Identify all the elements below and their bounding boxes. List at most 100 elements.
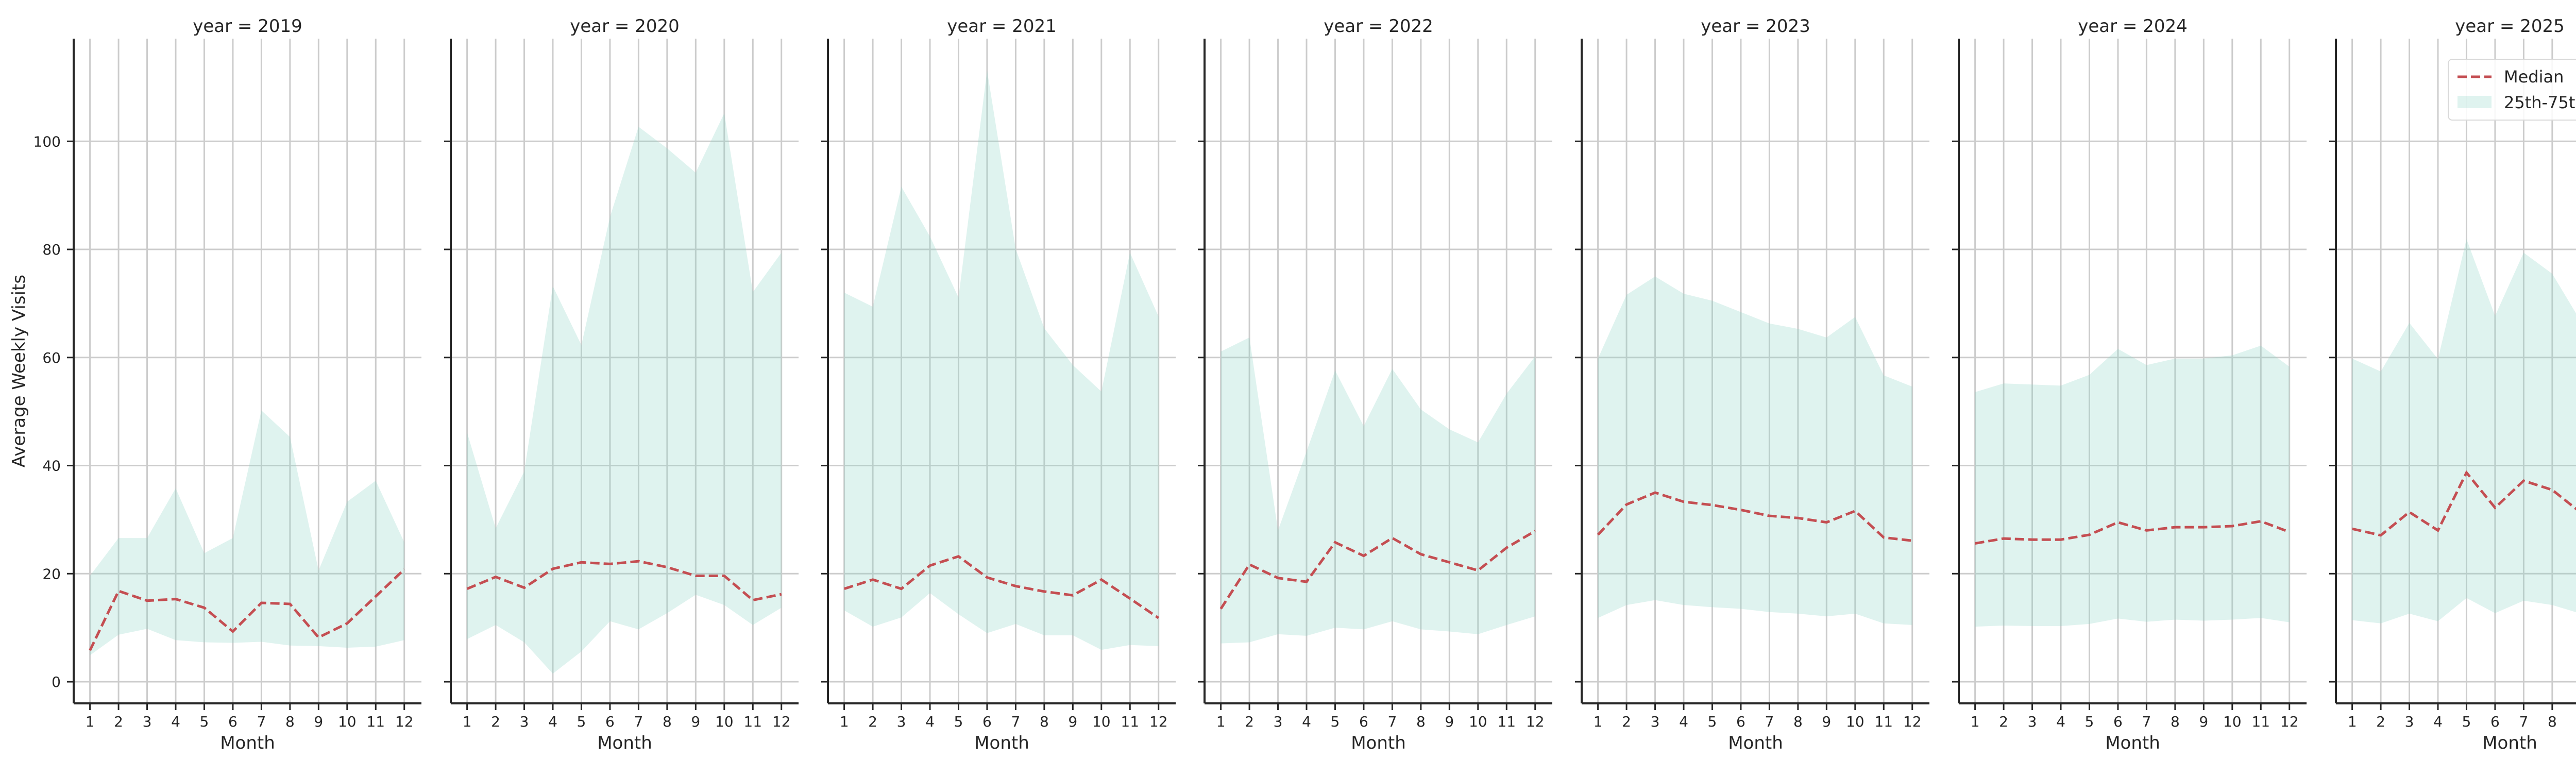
x-tick-label: 9 — [691, 713, 700, 730]
x-tick-label: 9 — [314, 713, 323, 730]
x-tick-label: 7 — [1011, 713, 1020, 730]
x-tick-label: 11 — [366, 713, 385, 730]
x-tick-label: 10 — [338, 713, 357, 730]
x-tick-label: 5 — [954, 713, 963, 730]
x-tick-label: 6 — [2490, 713, 2500, 730]
facet-title: year = 2022 — [1324, 16, 1433, 37]
x-axis-label: Month — [1728, 733, 1783, 753]
percentile-band — [90, 411, 404, 655]
x-tick-label: 8 — [1793, 713, 1803, 730]
x-tick-label: 8 — [1416, 713, 1426, 730]
percentile-band — [844, 71, 1159, 650]
x-tick-label: 6 — [982, 713, 992, 730]
x-tick-label: 7 — [2142, 713, 2151, 730]
y-tick-label: 20 — [42, 565, 61, 582]
x-tick-label: 5 — [1331, 713, 1340, 730]
y-tick-label: 0 — [52, 673, 61, 690]
legend-band-swatch — [2458, 96, 2492, 108]
x-tick-label: 6 — [2113, 713, 2123, 730]
x-tick-label: 3 — [520, 713, 529, 730]
x-tick-label: 4 — [1679, 713, 1688, 730]
x-tick-label: 1 — [1594, 713, 1603, 730]
x-tick-label: 7 — [1765, 713, 1774, 730]
x-tick-label: 2 — [868, 713, 877, 730]
x-tick-label: 9 — [1445, 713, 1454, 730]
x-tick-label: 1 — [2348, 713, 2357, 730]
x-tick-label: 5 — [1708, 713, 1717, 730]
x-tick-label: 10 — [1846, 713, 1865, 730]
x-tick-label: 11 — [1497, 713, 1516, 730]
x-tick-label: 12 — [772, 713, 791, 730]
x-tick-label: 10 — [1469, 713, 1487, 730]
x-tick-label: 1 — [840, 713, 849, 730]
y-tick-label: 80 — [42, 241, 61, 258]
legend-band-label: 25th-75th Percentile — [2504, 93, 2576, 112]
x-tick-label: 11 — [2251, 713, 2270, 730]
x-axis-label: Month — [974, 733, 1029, 753]
y-tick-label: 40 — [42, 458, 61, 475]
facet-title: year = 2023 — [1701, 16, 1810, 37]
y-tick-label: 100 — [33, 133, 61, 150]
x-tick-label: 8 — [2171, 713, 2180, 730]
x-tick-label: 2 — [1622, 713, 1631, 730]
x-tick-label: 4 — [2433, 713, 2443, 730]
x-tick-label: 8 — [285, 713, 295, 730]
x-tick-label: 9 — [2199, 713, 2208, 730]
x-tick-label: 3 — [2028, 713, 2037, 730]
x-tick-label: 7 — [257, 713, 266, 730]
x-tick-label: 2 — [1245, 713, 1254, 730]
facet-title: year = 2025 — [2455, 16, 2564, 37]
x-axis-label: Month — [220, 733, 275, 753]
percentile-band — [1598, 276, 1912, 625]
x-tick-label: 4 — [2056, 713, 2065, 730]
x-tick-label: 6 — [1736, 713, 1745, 730]
x-tick-label: 4 — [1302, 713, 1311, 730]
x-tick-label: 5 — [577, 713, 586, 730]
x-tick-label: 3 — [1274, 713, 1283, 730]
x-tick-label: 8 — [2548, 713, 2557, 730]
x-tick-label: 1 — [463, 713, 472, 730]
x-tick-label: 1 — [86, 713, 95, 730]
x-tick-label: 1 — [1216, 713, 1226, 730]
x-tick-label: 2 — [1999, 713, 2008, 730]
x-tick-label: 1 — [1971, 713, 1980, 730]
x-tick-label: 5 — [2462, 713, 2471, 730]
x-tick-label: 4 — [925, 713, 935, 730]
x-tick-label: 6 — [605, 713, 615, 730]
x-tick-label: 4 — [548, 713, 557, 730]
x-tick-label: 12 — [1526, 713, 1545, 730]
x-tick-label: 2 — [114, 713, 123, 730]
x-tick-label: 12 — [395, 713, 414, 730]
x-axis-label: Month — [1351, 733, 1406, 753]
percentile-band — [467, 113, 782, 674]
facet-title: year = 2020 — [570, 16, 679, 37]
facet-title: year = 2024 — [2078, 16, 2187, 37]
x-tick-label: 9 — [1068, 713, 1077, 730]
x-tick-label: 7 — [1387, 713, 1397, 730]
x-tick-label: 3 — [143, 713, 152, 730]
x-tick-label: 6 — [1359, 713, 1368, 730]
x-axis-label: Month — [597, 733, 652, 753]
y-tick-label: 60 — [42, 349, 61, 366]
x-tick-label: 5 — [2085, 713, 2094, 730]
x-tick-label: 4 — [171, 713, 180, 730]
x-tick-label: 7 — [2519, 713, 2528, 730]
x-tick-label: 8 — [663, 713, 672, 730]
x-tick-label: 10 — [1092, 713, 1111, 730]
x-tick-label: 10 — [715, 713, 734, 730]
x-tick-label: 2 — [2376, 713, 2385, 730]
x-tick-label: 5 — [200, 713, 209, 730]
x-axis-label: Month — [2105, 733, 2160, 753]
x-tick-label: 12 — [1149, 713, 1168, 730]
x-tick-label: 8 — [1040, 713, 1049, 730]
x-tick-label: 6 — [228, 713, 238, 730]
